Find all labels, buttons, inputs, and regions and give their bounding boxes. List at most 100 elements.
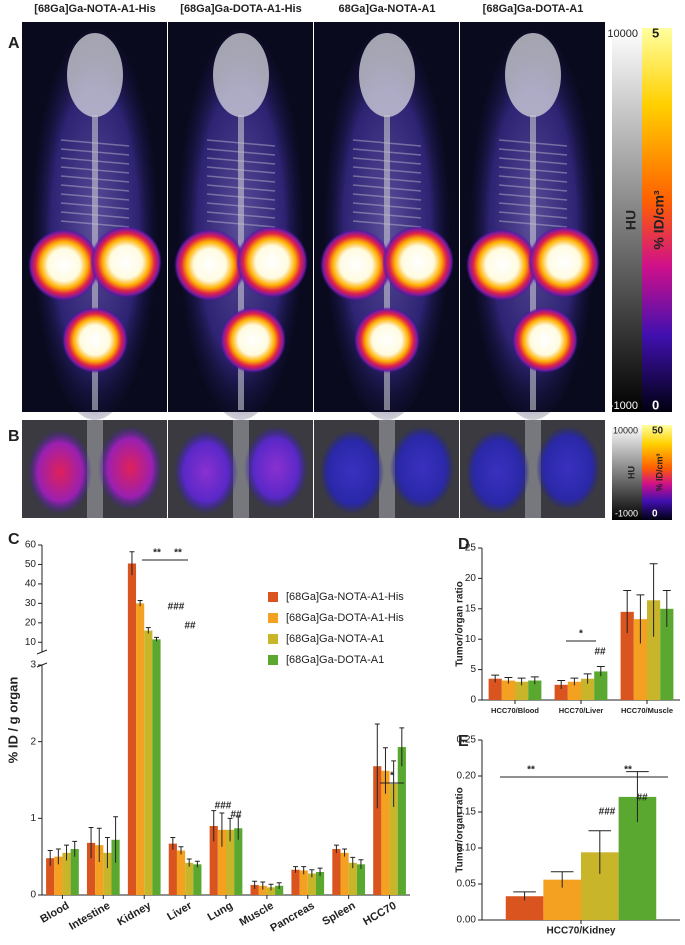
bar	[70, 849, 79, 895]
rib	[206, 220, 276, 228]
error-bar	[113, 816, 119, 863]
bar	[54, 856, 63, 895]
error-bar	[47, 850, 53, 866]
error-bar	[374, 723, 380, 809]
bladder-uptake	[354, 307, 420, 373]
panel-label: D	[458, 536, 470, 553]
x-tick-label: Pancreas	[268, 900, 316, 935]
rib	[60, 211, 130, 219]
error-bar	[588, 830, 612, 874]
bar	[217, 829, 226, 895]
rib	[206, 139, 276, 147]
y-tick-label: 40	[25, 579, 37, 590]
bladder-uptake	[62, 307, 128, 373]
rib	[352, 166, 422, 174]
rib	[206, 202, 276, 210]
significance: **	[153, 548, 161, 559]
spine-slice	[87, 420, 103, 518]
x-tick-label: HCC70/Blood	[491, 706, 539, 715]
kidney-slice	[390, 426, 454, 510]
y-tick-label: 0.15	[457, 807, 477, 818]
kidney-slice	[174, 430, 238, 514]
error-bar	[252, 880, 258, 889]
colorbar-label: 10000	[613, 425, 638, 435]
legend-label: [68Ga]Ga-NOTA-A1-His	[286, 591, 404, 603]
x-tick-label: Liver	[165, 899, 194, 923]
error-bar	[517, 677, 526, 686]
rib	[60, 220, 130, 228]
error-bar	[583, 673, 592, 684]
rib	[352, 193, 422, 201]
kidney-uptake	[320, 229, 392, 301]
error-bar	[276, 882, 282, 889]
bar	[275, 885, 284, 895]
error-bar	[550, 871, 574, 888]
rib	[498, 166, 568, 174]
error-bar	[186, 858, 192, 867]
bar	[348, 862, 357, 895]
error-bar	[64, 844, 69, 861]
significance: ##	[230, 810, 242, 821]
image-title: [68Ga]Ga-NOTA-A1-His	[34, 3, 155, 15]
error-bar	[137, 599, 143, 607]
bar	[528, 680, 542, 700]
spine-slice	[525, 420, 541, 518]
skull	[67, 33, 123, 117]
error-bar	[178, 846, 184, 855]
error-bar	[570, 677, 579, 686]
significance: ##	[184, 621, 196, 632]
error-bar	[211, 810, 217, 842]
rib	[498, 202, 568, 210]
y-tick-label: 0	[30, 890, 36, 901]
colorbar-title: % ID/cm³	[654, 453, 664, 491]
rib	[60, 157, 130, 165]
rib	[498, 157, 568, 165]
error-bar	[391, 760, 397, 807]
error-bar	[491, 674, 500, 683]
x-tick-label: HCC70/Muscle	[621, 706, 673, 715]
colorbar-label: -1000	[615, 508, 638, 518]
error-bar	[194, 860, 200, 868]
bar	[86, 842, 96, 895]
rib	[60, 175, 130, 183]
error-bar	[309, 869, 315, 878]
y-axis-label: Tumor/organ ratio	[455, 787, 466, 872]
y-tick-label: 20	[465, 573, 477, 584]
bar	[373, 766, 382, 895]
rib	[352, 202, 422, 210]
y-tick-label: 3	[30, 660, 36, 671]
error-bar	[626, 771, 649, 823]
y-tick-label: 60	[25, 540, 37, 551]
y-axis-label: Tumor/organ ratio	[455, 581, 466, 666]
bar	[660, 608, 674, 700]
error-bar	[170, 837, 176, 850]
significance: **	[527, 765, 535, 776]
skull	[359, 33, 415, 117]
spine-slice	[233, 420, 249, 518]
error-bar	[301, 866, 307, 875]
bar	[594, 671, 608, 700]
bar	[152, 639, 161, 895]
image-title: 68Ga]Ga-NOTA-A1	[339, 3, 436, 15]
rib	[352, 139, 422, 147]
bar	[554, 684, 568, 700]
kidney-slice	[320, 430, 384, 514]
rib	[498, 220, 568, 228]
panel-label: A	[8, 35, 20, 52]
error-bar	[129, 551, 135, 576]
bar	[581, 678, 595, 700]
bar	[515, 681, 529, 700]
bar	[127, 563, 137, 895]
bar	[46, 858, 55, 895]
legend-label: [68Ga]Ga-DOTA-A1-His	[286, 612, 404, 624]
kidney-uptake	[174, 229, 246, 301]
error-bar	[88, 827, 94, 859]
rib	[60, 184, 130, 192]
bar	[340, 852, 349, 895]
error-bar	[350, 856, 356, 869]
x-tick-label: HCC70/Liver	[559, 706, 604, 715]
bar	[307, 873, 316, 895]
bar	[332, 849, 341, 895]
error-bar	[662, 590, 671, 628]
